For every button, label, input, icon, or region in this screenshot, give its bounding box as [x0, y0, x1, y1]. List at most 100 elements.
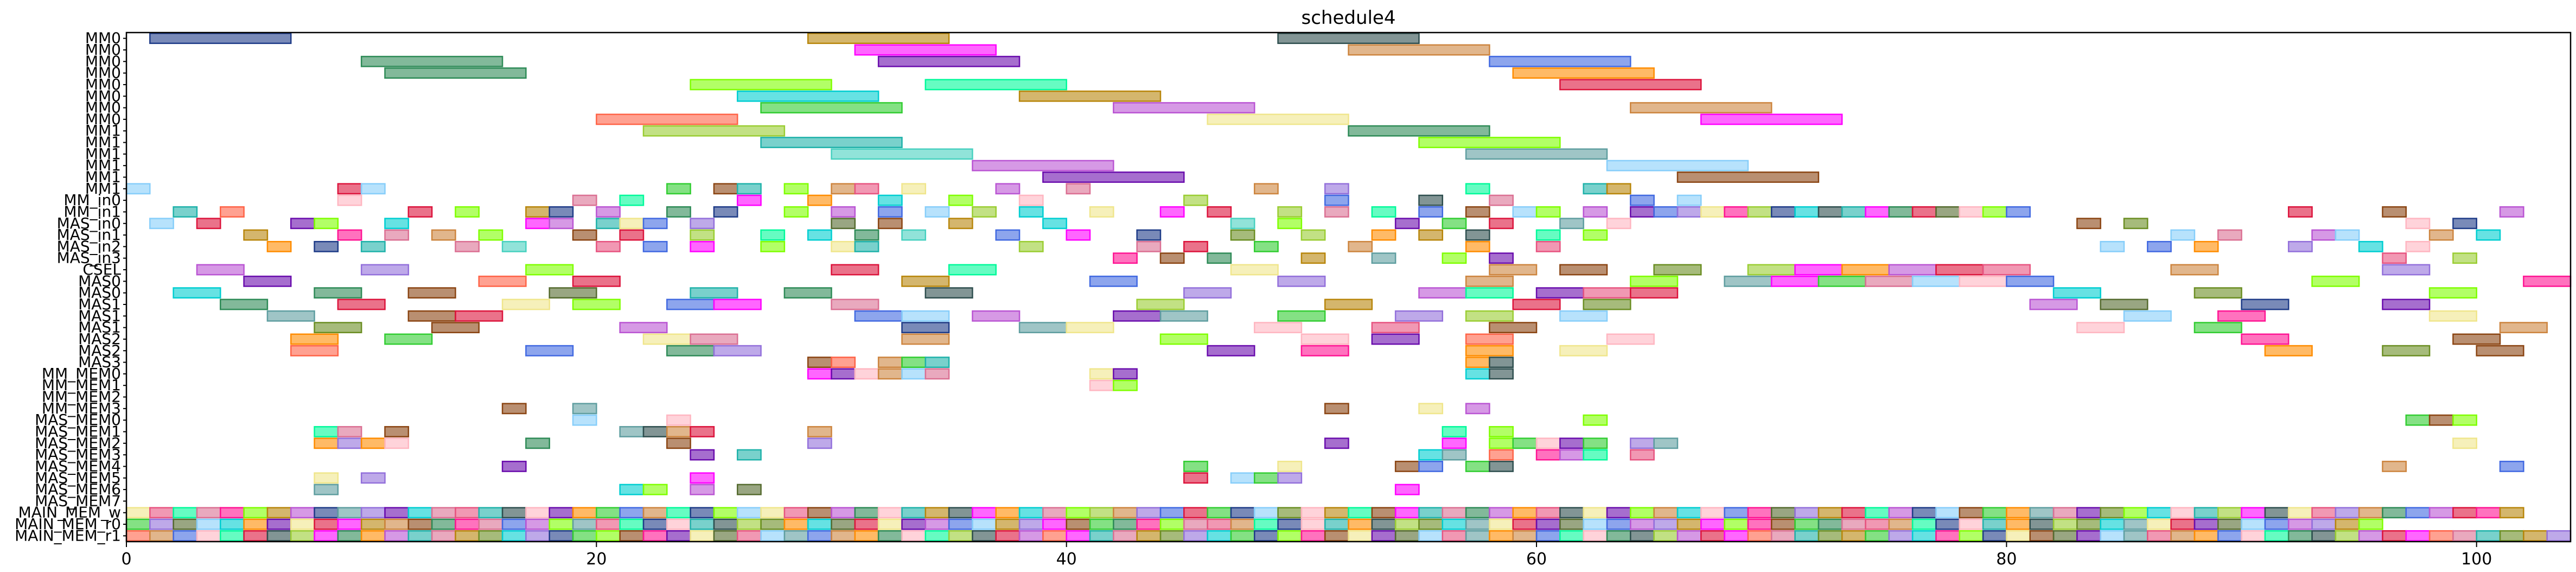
task-bar [501, 530, 527, 542]
task-bar [1512, 67, 1655, 79]
task-bar [1841, 264, 1890, 276]
task-bar [713, 530, 738, 542]
task-bar [1818, 206, 1843, 218]
task-bar [1066, 183, 1091, 195]
task-bar [1442, 518, 1467, 530]
task-bar [2452, 437, 2477, 449]
task-bar [1747, 507, 1772, 519]
task-bar [2382, 507, 2407, 519]
task-bar [2311, 275, 2360, 287]
task-bar [220, 206, 245, 218]
task-bar [1253, 530, 1279, 542]
task-bar [1653, 437, 1679, 449]
task-bar [384, 229, 410, 241]
task-bar [1324, 183, 1349, 195]
resource-label: MM0 [85, 110, 121, 128]
task-bar [1136, 507, 1162, 519]
task-bar [549, 206, 574, 218]
task-bar [1113, 368, 1138, 380]
task-bar [2194, 518, 2219, 530]
task-bar [831, 218, 856, 230]
task-bar [1583, 414, 1608, 426]
task-bar [314, 518, 339, 530]
task-bar [924, 206, 950, 218]
task-bar [2123, 507, 2148, 519]
task-bar [1324, 507, 1349, 519]
task-bar [266, 530, 292, 542]
task-bar [948, 530, 973, 542]
task-bar [1159, 310, 1208, 322]
task-bar [901, 322, 950, 334]
task-bar [1277, 518, 1303, 530]
resource-label: MM1 [85, 156, 121, 174]
task-bar [2052, 530, 2078, 542]
task-bar [854, 368, 879, 380]
task-bar [2311, 229, 2337, 241]
task-bar [243, 275, 292, 287]
task-bar [1935, 518, 1960, 530]
task-bar [173, 287, 221, 299]
resource-label: MAS_in2 [57, 237, 121, 255]
resource-label: MAS_MEM3 [35, 446, 121, 463]
task-bar [1888, 530, 1914, 542]
task-bar [290, 218, 315, 230]
task-bar [901, 229, 927, 241]
task-bar [1018, 240, 1044, 252]
task-bar [525, 518, 550, 530]
task-bar [2241, 298, 2290, 310]
task-bar [1159, 518, 1185, 530]
resource-label: MAS_in3 [57, 249, 121, 267]
task-bar [1371, 518, 1397, 530]
task-bar [1630, 518, 1655, 530]
task-bar [196, 218, 221, 230]
task-bar [1348, 240, 1373, 252]
task-bar [501, 240, 527, 252]
task-bar [1183, 240, 1208, 252]
task-bar [149, 218, 174, 230]
task-bar [337, 437, 362, 449]
task-bar [1394, 484, 1420, 495]
task-bar [337, 194, 362, 206]
task-bar [337, 298, 386, 310]
task-bar [1042, 530, 1067, 542]
task-bar [455, 530, 480, 542]
task-bar [1630, 449, 1655, 461]
task-bar [1230, 518, 1255, 530]
task-bar [690, 507, 715, 519]
task-bar [314, 507, 339, 519]
task-bar [1794, 530, 1820, 542]
task-bar [2123, 518, 2148, 530]
task-bar [314, 530, 339, 542]
task-bar [431, 530, 456, 542]
task-bar [1207, 206, 1232, 218]
task-bar [642, 426, 668, 437]
task-bar [1535, 206, 1561, 218]
task-bar [854, 183, 879, 195]
task-bar [2405, 530, 2431, 542]
task-bar [1559, 449, 1584, 461]
task-bar [2100, 507, 2125, 519]
task-bar [877, 55, 1021, 67]
task-bar [1183, 530, 1208, 542]
task-bar [854, 518, 879, 530]
task-bar [1183, 461, 1208, 472]
task-bar [854, 530, 879, 542]
task-bar [572, 414, 597, 426]
task-bar [220, 518, 245, 530]
task-bar [2100, 240, 2125, 252]
task-bar [1841, 518, 1866, 530]
task-bar [1277, 33, 1420, 45]
task-bar [1700, 113, 1843, 125]
task-bar [1535, 240, 1561, 252]
task-bar [1230, 472, 1255, 484]
task-bar [1300, 229, 1326, 241]
task-bar [877, 518, 903, 530]
task-bar [1959, 275, 2007, 287]
task-bar [2076, 518, 2101, 530]
task-bar [1089, 379, 1114, 391]
task-bar [1230, 530, 1255, 542]
task-bar [1277, 461, 1303, 472]
task-bar [1535, 287, 1584, 299]
task-bar [2241, 333, 2290, 345]
task-bar [642, 530, 668, 542]
